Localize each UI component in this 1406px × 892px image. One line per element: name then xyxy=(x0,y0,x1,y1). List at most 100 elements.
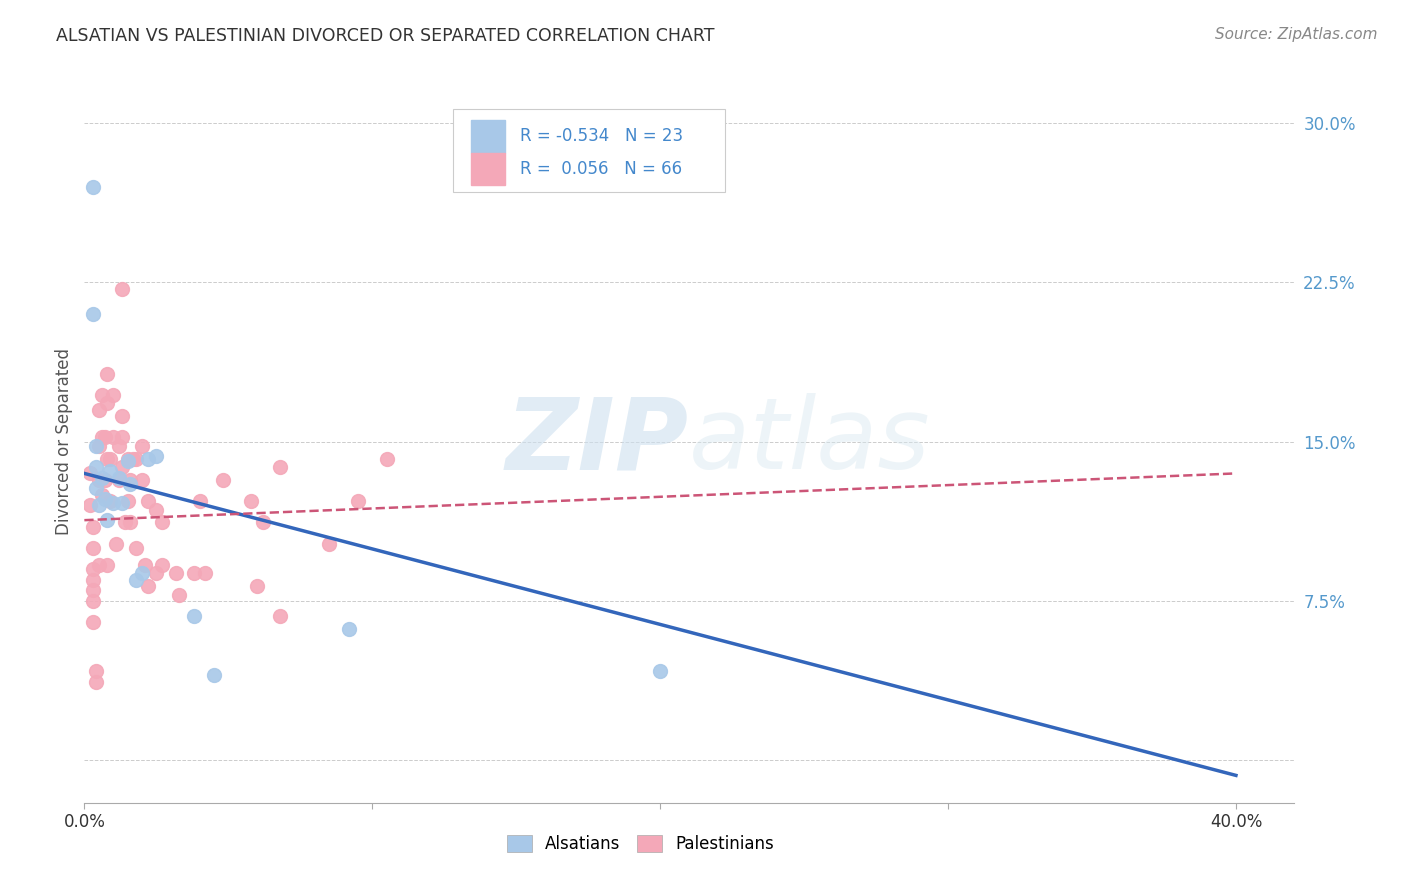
Text: ALSATIAN VS PALESTINIAN DIVORCED OR SEPARATED CORRELATION CHART: ALSATIAN VS PALESTINIAN DIVORCED OR SEPA… xyxy=(56,27,714,45)
Point xyxy=(145,450,167,464)
Point xyxy=(98,464,121,478)
Point xyxy=(93,491,115,506)
Point xyxy=(125,573,148,587)
Point xyxy=(145,502,167,516)
Text: atlas: atlas xyxy=(689,393,931,490)
Point xyxy=(269,460,291,475)
Point xyxy=(98,451,121,466)
Point xyxy=(169,588,191,602)
Point xyxy=(117,453,139,467)
Point xyxy=(246,579,269,593)
Point xyxy=(96,367,118,381)
Point xyxy=(108,471,131,485)
Point xyxy=(84,664,107,678)
Point xyxy=(111,409,134,423)
Point xyxy=(82,615,104,630)
Point xyxy=(90,430,112,444)
Point xyxy=(145,566,167,581)
Point xyxy=(87,473,110,487)
Point xyxy=(87,439,110,453)
Bar xyxy=(471,153,505,185)
Point xyxy=(87,558,110,572)
Point xyxy=(82,307,104,321)
Point xyxy=(131,566,153,581)
Point xyxy=(269,608,291,623)
Point xyxy=(117,494,139,508)
Point xyxy=(96,396,118,410)
Point xyxy=(93,430,115,444)
Text: R = -0.534   N = 23: R = -0.534 N = 23 xyxy=(520,128,683,145)
Bar xyxy=(471,120,505,153)
Point xyxy=(82,573,104,587)
Point xyxy=(136,579,159,593)
Point xyxy=(84,439,107,453)
Point xyxy=(136,451,159,466)
Point xyxy=(134,558,156,572)
Point xyxy=(87,402,110,417)
Point xyxy=(318,536,340,550)
Text: ZIP: ZIP xyxy=(506,393,689,490)
Point xyxy=(82,179,104,194)
Point xyxy=(188,494,211,508)
FancyBboxPatch shape xyxy=(453,109,725,193)
Point xyxy=(108,473,131,487)
Point xyxy=(117,451,139,466)
Point xyxy=(79,498,101,512)
Point xyxy=(101,496,124,510)
Point xyxy=(96,513,118,527)
Point xyxy=(125,541,148,555)
Point xyxy=(108,439,131,453)
Point xyxy=(194,566,217,581)
Point xyxy=(183,608,205,623)
Point xyxy=(84,460,107,475)
Point xyxy=(131,439,153,453)
Point xyxy=(84,674,107,689)
Point xyxy=(347,494,370,508)
Point xyxy=(111,430,134,444)
Point xyxy=(211,473,233,487)
Point xyxy=(87,498,110,512)
Point xyxy=(650,664,672,678)
Point xyxy=(111,460,134,475)
Point xyxy=(240,494,263,508)
Point xyxy=(101,430,124,444)
Text: Source: ZipAtlas.com: Source: ZipAtlas.com xyxy=(1215,27,1378,42)
Point xyxy=(337,622,360,636)
Point xyxy=(111,281,134,295)
Legend: Alsatians, Palestinians: Alsatians, Palestinians xyxy=(501,828,780,860)
Point xyxy=(131,473,153,487)
Point xyxy=(98,494,121,508)
Y-axis label: Divorced or Separated: Divorced or Separated xyxy=(55,348,73,535)
Point xyxy=(252,516,274,530)
Point xyxy=(90,488,112,502)
Point xyxy=(136,494,159,508)
Point xyxy=(375,451,398,466)
Point xyxy=(96,558,118,572)
Point xyxy=(90,471,112,485)
Point xyxy=(82,594,104,608)
Point xyxy=(96,451,118,466)
Point xyxy=(79,467,101,481)
Point xyxy=(105,536,128,550)
Point xyxy=(120,516,142,530)
Point xyxy=(122,451,145,466)
Point xyxy=(120,473,142,487)
Point xyxy=(166,566,188,581)
Point xyxy=(84,481,107,495)
Point xyxy=(93,473,115,487)
Point xyxy=(82,562,104,576)
Point xyxy=(120,477,142,491)
Point xyxy=(125,451,148,466)
Point xyxy=(150,558,173,572)
Point xyxy=(82,583,104,598)
Point xyxy=(101,388,124,402)
Point xyxy=(82,541,104,555)
Point xyxy=(202,668,225,682)
Point xyxy=(114,516,136,530)
Point xyxy=(90,388,112,402)
Point xyxy=(82,519,104,533)
Point xyxy=(150,516,173,530)
Point xyxy=(111,496,134,510)
Point xyxy=(183,566,205,581)
Text: R =  0.056   N = 66: R = 0.056 N = 66 xyxy=(520,160,682,178)
